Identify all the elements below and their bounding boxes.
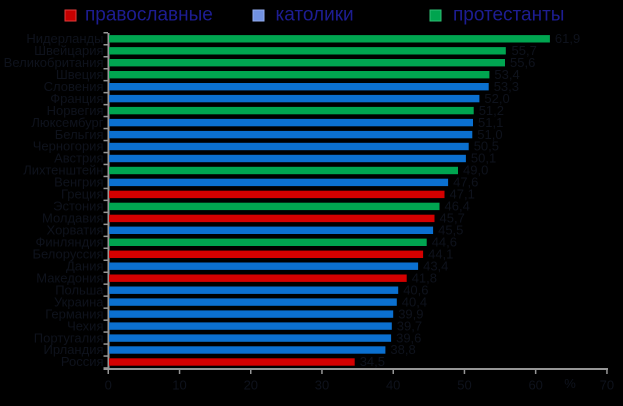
svg-text:Швейцария: Швейцария (34, 43, 103, 58)
svg-text:Греция: Греция (61, 187, 104, 202)
svg-text:51,2: 51,2 (479, 103, 504, 118)
svg-text:Белоруссия: Белоруссия (32, 247, 103, 262)
svg-text:Черногория: Черногория (33, 139, 104, 154)
svg-text:Чехия: Чехия (67, 318, 103, 333)
svg-text:45,7: 45,7 (440, 211, 465, 226)
svg-text:Россия: Россия (61, 354, 104, 369)
svg-text:53,4: 53,4 (494, 67, 519, 82)
svg-text:Хорватия: Хорватия (47, 223, 104, 238)
svg-text:Финляндия: Финляндия (35, 235, 103, 250)
svg-text:51,0: 51,0 (477, 127, 502, 142)
svg-text:50,5: 50,5 (474, 139, 499, 154)
svg-text:51,1: 51,1 (478, 115, 503, 130)
svg-text:Лихтенштейн: Лихтенштейн (23, 163, 103, 178)
svg-text:Украина: Украина (54, 294, 104, 309)
svg-text:52,0: 52,0 (484, 91, 509, 106)
svg-text:39,6: 39,6 (396, 330, 421, 345)
svg-text:Бельгия: Бельгия (55, 127, 104, 142)
svg-text:Венгрия: Венгрия (54, 175, 103, 190)
svg-text:протестанты: протестанты (453, 5, 564, 26)
svg-text:Македония: Македония (36, 270, 103, 285)
svg-text:30: 30 (315, 378, 329, 393)
svg-text:53,3: 53,3 (494, 79, 519, 94)
svg-text:45,5: 45,5 (438, 223, 463, 238)
svg-text:39,7: 39,7 (397, 318, 422, 333)
svg-text:49,0: 49,0 (463, 163, 488, 178)
svg-text:Португалия: Португалия (34, 330, 104, 345)
svg-text:Ирландия: Ирландия (43, 342, 103, 357)
svg-text:Эстония: Эстония (53, 199, 103, 214)
svg-text:55,7: 55,7 (512, 43, 537, 58)
svg-text:43,4: 43,4 (423, 258, 448, 273)
svg-text:Швеция: Швеция (56, 67, 104, 82)
svg-text:Словения: Словения (44, 79, 104, 94)
svg-text:Молдавия: Молдавия (42, 211, 104, 226)
svg-text:Австрия: Австрия (54, 151, 103, 166)
svg-text:Норвегия: Норвегия (47, 103, 104, 118)
svg-text:50: 50 (457, 378, 471, 393)
svg-text:70: 70 (600, 378, 614, 393)
svg-text:Нидерланды: Нидерланды (26, 31, 103, 46)
svg-text:40,4: 40,4 (402, 294, 427, 309)
svg-text:55,6: 55,6 (510, 55, 535, 70)
svg-text:католики: католики (276, 5, 354, 26)
svg-text:%: % (564, 376, 576, 391)
svg-text:Франция: Франция (50, 91, 103, 106)
svg-text:Великобритания: Великобритания (4, 55, 104, 70)
svg-text:44,1: 44,1 (428, 247, 453, 262)
svg-text:Дания: Дания (66, 258, 104, 273)
svg-text:60: 60 (528, 378, 542, 393)
svg-text:46,4: 46,4 (445, 199, 470, 214)
svg-text:47,1: 47,1 (450, 187, 475, 202)
svg-text:39,9: 39,9 (398, 306, 423, 321)
svg-text:Люксембург: Люксембург (31, 115, 103, 130)
svg-text:10: 10 (172, 378, 186, 393)
svg-text:православные: православные (85, 5, 213, 26)
svg-text:40,6: 40,6 (403, 282, 428, 297)
svg-text:44,6: 44,6 (432, 235, 457, 250)
svg-text:38,8: 38,8 (390, 342, 415, 357)
svg-text:40: 40 (386, 378, 400, 393)
svg-text:Польша: Польша (55, 282, 104, 297)
svg-text:50,1: 50,1 (471, 151, 496, 166)
svg-text:41,8: 41,8 (412, 270, 437, 285)
svg-text:61,9: 61,9 (555, 31, 580, 46)
svg-text:Германия: Германия (45, 306, 103, 321)
svg-text:34,5: 34,5 (360, 354, 385, 369)
svg-text:20: 20 (244, 378, 258, 393)
svg-text:0: 0 (105, 378, 112, 393)
svg-text:47,6: 47,6 (453, 175, 478, 190)
